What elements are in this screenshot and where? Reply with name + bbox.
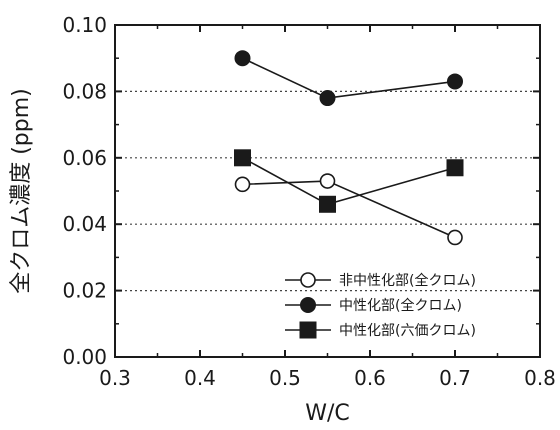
series-line-1 <box>242 57 456 99</box>
legend-marker-0 <box>300 272 316 288</box>
legend-label-1: 中性化部(全クロム) <box>339 297 462 314</box>
data-point-0-2 <box>447 229 463 246</box>
axes: 0.00 0.02 0.04 0.06 0.08 0.10 0.3 0.4 0.5 0.6 0.7 0… <box>62 13 555 390</box>
legend-label-0: 非中性化部(全クロム) <box>339 272 476 289</box>
legend-label-2: 中性化部(六価クロム) <box>339 323 476 339</box>
data-point-1-1 <box>319 90 336 107</box>
x-tick-label: 0.3 <box>99 366 131 390</box>
x-tick-label: 0.4 <box>184 366 216 390</box>
grid-lines <box>115 90 540 292</box>
y-tick-label: 0.00 <box>62 345 107 369</box>
legend-marker-2 <box>299 321 317 339</box>
data-point-2-2 <box>446 159 464 177</box>
data-point-0-0 <box>234 176 251 193</box>
x-axis-title: W/C <box>305 401 350 426</box>
data-point-2-0 <box>234 149 251 167</box>
data-point-2-1 <box>319 195 336 213</box>
data-point-0-1 <box>319 173 336 189</box>
x-tick-label: 0.6 <box>354 366 386 390</box>
y-tick-label: 0.08 <box>62 79 107 103</box>
x-tick-label: 0.7 <box>439 366 471 390</box>
series-layer <box>234 50 464 246</box>
y-axis-title: 全クロム濃度 (ppm) <box>9 88 34 294</box>
series-line-2 <box>242 157 456 206</box>
y-tick-label: 0.02 <box>62 279 107 303</box>
plot-frame <box>114 24 541 358</box>
data-point-1-0 <box>234 50 251 67</box>
y-tick-label: 0.04 <box>62 212 107 236</box>
y-tick-label: 0.10 <box>62 13 107 37</box>
y-tick-label: 0.06 <box>62 146 107 170</box>
data-point-1-2 <box>447 73 463 90</box>
x-tick-label: 0.8 <box>524 366 556 390</box>
legend-marker-1 <box>300 297 316 313</box>
legend: 非中性化部(全クロム) 中性化部(全クロム) 中性化部(六価クロム) <box>285 272 476 339</box>
x-tick-label: 0.5 <box>269 366 301 390</box>
series-line-0 <box>242 180 456 239</box>
